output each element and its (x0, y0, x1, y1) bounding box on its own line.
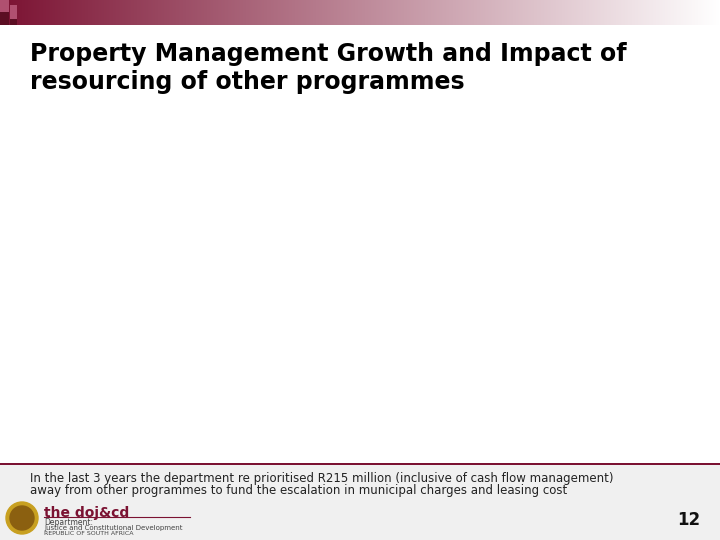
Text: Property Management Growth and Impact of: Property Management Growth and Impact of (30, 42, 626, 66)
Bar (0, 463, 720, 465)
Bar (0, 465, 720, 540)
Text: In the last 3 years the department re prioritised R215 million (inclusive of cas: In the last 3 years the department re pr… (30, 472, 613, 485)
Text: REPUBLIC OF SOUTH AFRICA: REPUBLIC OF SOUTH AFRICA (44, 531, 133, 536)
Circle shape (10, 506, 34, 530)
Text: 12: 12 (677, 511, 700, 529)
Bar (0, 12, 9, 25)
Text: Justice and Constitutional Development: Justice and Constitutional Development (44, 525, 182, 531)
Circle shape (6, 502, 38, 534)
Text: away from other programmes to fund the escalation in municipal charges and leasi: away from other programmes to fund the e… (30, 484, 567, 497)
Text: Department:: Department: (44, 518, 93, 527)
Bar (0, 0, 9, 12)
Bar (10, 5, 17, 19)
Bar (10, 19, 17, 25)
Text: resourcing of other programmes: resourcing of other programmes (30, 70, 464, 94)
Text: the doj&cd: the doj&cd (44, 506, 130, 520)
